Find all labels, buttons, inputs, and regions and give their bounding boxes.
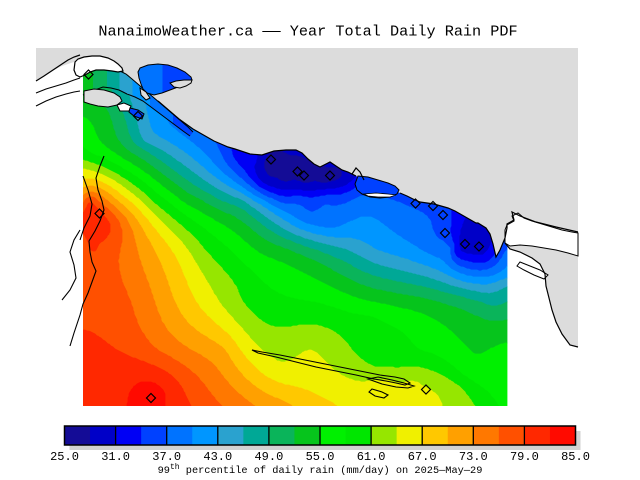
svg-text:85.0: 85.0: [561, 450, 590, 464]
svg-text:49.0: 49.0: [254, 450, 283, 464]
svg-text:NanaimoWeather.ca —— Year Tota: NanaimoWeather.ca —— Year Total Daily Ra…: [98, 23, 517, 41]
svg-text:55.0: 55.0: [306, 450, 335, 464]
svg-text:31.0: 31.0: [101, 450, 130, 464]
svg-text:67.0: 67.0: [408, 450, 437, 464]
svg-text:43.0: 43.0: [203, 450, 232, 464]
svg-text:25.0: 25.0: [50, 450, 79, 464]
svg-text:79.0: 79.0: [510, 450, 539, 464]
svg-text:61.0: 61.0: [357, 450, 386, 464]
svg-text:37.0: 37.0: [152, 450, 181, 464]
svg-text:73.0: 73.0: [459, 450, 488, 464]
svg-text:99th percentile of daily rain: 99th percentile of daily rain (mm/day) o…: [158, 463, 483, 477]
